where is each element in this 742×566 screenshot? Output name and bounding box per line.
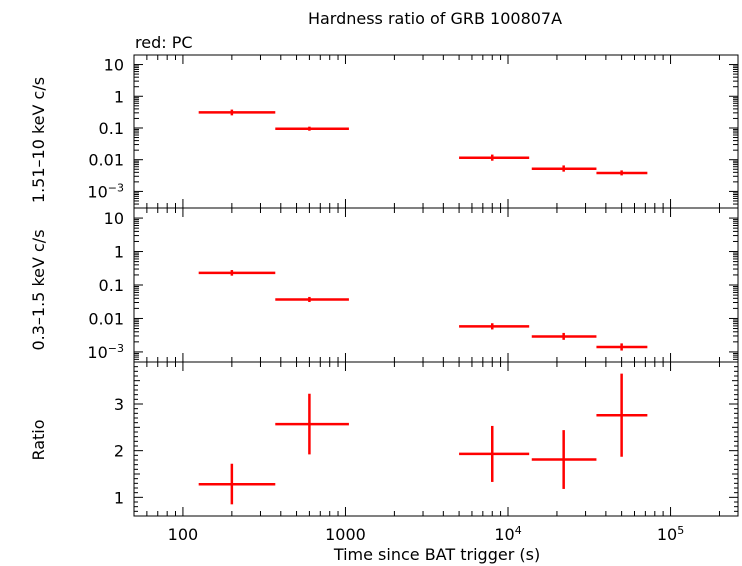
y-axis-label: Ratio	[29, 419, 48, 460]
x-tick-label: 100	[168, 525, 199, 544]
panel-3: 1 2 3 Ratio	[29, 361, 739, 517]
x-tick-label: 104	[494, 524, 521, 544]
chart-annotation: red: PC	[135, 33, 193, 52]
y-tick-label: 10−3	[87, 181, 124, 201]
panel-frame	[133, 207, 739, 363]
y-tick-label: 2	[114, 442, 124, 461]
x-tick-label: 105	[657, 524, 684, 544]
y-tick-label: 1	[114, 488, 124, 507]
y-tick-label: 0.1	[99, 119, 124, 138]
panel-1: 10 1 0.1 0.01 10−3 1.51–10 keV c/s	[29, 54, 739, 209]
panel-frame	[133, 361, 739, 517]
x-axis-label: Time since BAT trigger (s)	[333, 545, 540, 564]
panel-frame	[133, 54, 739, 209]
y-tick-label: 1	[114, 87, 124, 106]
panel-2: 10 1 0.1 0.01 10−3 0.3–1.5 keV c/s	[29, 207, 739, 363]
y-tick-label: 0.01	[88, 151, 124, 170]
y-axis-label: 1.51–10 keV c/s	[29, 77, 48, 203]
y-axis-label: 0.3–1.5 keV c/s	[29, 229, 48, 350]
y-tick-label: 10	[104, 209, 124, 228]
y-tick-label: 10−3	[87, 342, 124, 362]
chart-title: Hardness ratio of GRB 100807A	[308, 9, 562, 28]
y-tick-label: 0.1	[99, 276, 124, 295]
y-tick-label: 10	[104, 56, 124, 75]
y-tick-label: 1	[114, 243, 124, 262]
y-tick-label: 0.01	[88, 309, 124, 328]
x-tick-label: 1000	[325, 525, 366, 544]
x-axis: 100 1000 104 105	[168, 524, 685, 544]
y-tick-label: 3	[114, 395, 124, 414]
